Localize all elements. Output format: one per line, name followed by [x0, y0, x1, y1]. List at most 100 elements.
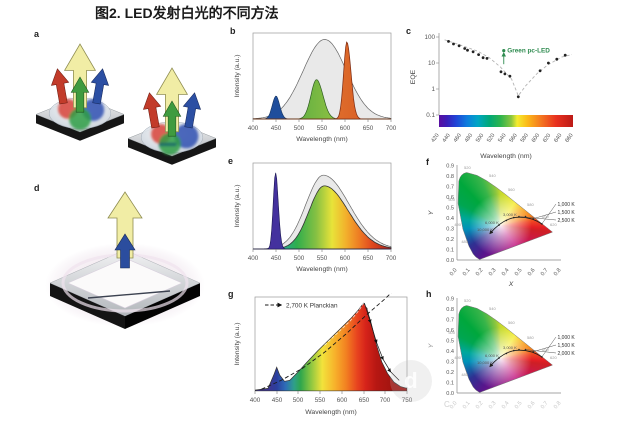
- x-tick: 500: [475, 133, 485, 144]
- x-tick: 540: [497, 133, 507, 144]
- y-tick: 0.0: [446, 258, 454, 264]
- annotation-text: Green pc-LED: [507, 48, 550, 55]
- x-tick-marks: [252, 119, 392, 122]
- y-tick: 0.6: [446, 195, 454, 201]
- y-tick: 0.1: [446, 381, 454, 387]
- y-axis-label: Intensity (a.u.): [234, 322, 241, 365]
- callout-label: 2,000 K: [558, 351, 576, 357]
- x-tick: 450: [271, 255, 282, 262]
- x-tick: 660: [564, 133, 574, 144]
- panel-b-label: b: [230, 26, 236, 36]
- locus-label: 6,000 K: [485, 220, 499, 225]
- y-tick: 0.3: [446, 227, 454, 233]
- y-tick: 10: [428, 60, 436, 67]
- figure-title: 图2. LED发射白光的不同方法: [95, 5, 279, 21]
- spectrum-plot-e: 400 450 500 550 600 650 700 Wavelength (…: [234, 162, 397, 273]
- x-tick: 0.8: [553, 267, 563, 277]
- y-tick: 0.4: [446, 349, 454, 355]
- locus-label: 10,000 K: [477, 227, 493, 232]
- x-tick: 0.2: [475, 400, 485, 410]
- eqe-plot: 100 10 1 0.1 Green pc-LED 420 440 460 48…: [410, 33, 575, 160]
- x-tick: 0.6: [527, 400, 537, 410]
- spectral-label: 490: [454, 222, 461, 227]
- panel-e-label: e: [228, 156, 234, 166]
- y-tick: 0.1: [426, 112, 435, 119]
- locus-label: 3,000 K: [503, 212, 517, 217]
- spectral-label: 620: [550, 222, 557, 227]
- y-tick: 0.2: [446, 370, 454, 376]
- spectral-label: 560: [508, 187, 515, 192]
- y-tick: 0.6: [446, 328, 454, 334]
- chip-base: [128, 138, 216, 165]
- x-tick: 0.6: [527, 267, 537, 277]
- x-tick: 0.5: [514, 400, 524, 410]
- spectral-label: 580: [527, 335, 534, 340]
- x-tick: 600: [531, 133, 541, 144]
- spectral-locus-outline: [457, 172, 553, 260]
- x-tick: 450: [272, 397, 283, 404]
- panel-f-cie: 1,000 K 1,500 K 2,500 K 3,000 K 6,000 K …: [419, 156, 587, 292]
- cie-overlay-h: 1,000 K 1,500 K 2,000 K 3,000 K 6,000 K …: [428, 297, 576, 411]
- spectral-label: 540: [489, 306, 496, 311]
- panel-d-label: d: [34, 183, 40, 193]
- wavelength-colorbar: [439, 115, 573, 127]
- x-axis-label: X: [508, 281, 514, 288]
- y-tick: 100: [424, 34, 435, 41]
- callout-lines: [518, 203, 557, 225]
- panel-g-label: g: [228, 289, 234, 299]
- x-tick: 0.3: [488, 267, 498, 277]
- spectral-label: 480: [461, 372, 468, 377]
- x-axis-label: Wavelength (nm): [480, 153, 532, 160]
- panel-c-label: c: [406, 26, 412, 36]
- spectral-label: 500: [448, 197, 455, 202]
- y-tick: 0.9: [446, 164, 454, 170]
- x-tick: 650: [363, 125, 374, 132]
- rgb-chip-1: [35, 43, 125, 141]
- x-tick: 0.5: [514, 267, 524, 277]
- phosphor-plate: [67, 257, 183, 309]
- y-tick: 0.2: [446, 237, 454, 243]
- green-data-point: [502, 48, 506, 53]
- spectral-label: 580: [527, 202, 534, 207]
- x-tick: 500: [294, 125, 305, 132]
- x-tick: 420: [430, 133, 440, 144]
- watermark-stray-mark: C: [444, 400, 450, 409]
- callout-label: 1,500 K: [558, 343, 576, 349]
- panel-h-label: h: [426, 289, 432, 299]
- y-tick: 0.0: [446, 391, 454, 397]
- blue-peak: [253, 172, 391, 250]
- panel-h-cie: 1,000 K 1,500 K 2,000 K 3,000 K 6,000 K …: [419, 289, 587, 439]
- x-tick-marks: [254, 391, 408, 394]
- x-tick: 480: [464, 133, 474, 144]
- x-axis-label: Wavelength (nm): [296, 136, 348, 143]
- x-tick: 600: [340, 255, 351, 262]
- y-tick: 0.8: [446, 307, 454, 313]
- x-tick: 700: [386, 255, 397, 262]
- y-tick: 0.4: [446, 216, 454, 222]
- x-tick: 450: [271, 125, 282, 132]
- x-tick: 650: [363, 255, 374, 262]
- x-tick: 500: [294, 255, 305, 262]
- y-tick: 0.5: [446, 206, 454, 212]
- green-pcled-annotation: Green pc-LED: [501, 48, 550, 65]
- locus-label: 6,000 K: [485, 353, 499, 358]
- x-tick: 0.0: [449, 267, 459, 277]
- chip-stripe: [158, 142, 177, 147]
- y-axis-label: Y: [428, 210, 435, 215]
- y-tick: 0.8: [446, 174, 454, 180]
- x-tick: 550: [317, 125, 328, 132]
- y-axis-label: Intensity (a.u.): [234, 184, 241, 227]
- x-tick: 700: [380, 397, 391, 404]
- chip-edge-line: [87, 290, 171, 299]
- y-axis-label: Y: [428, 343, 435, 348]
- x-tick: 550: [317, 255, 328, 262]
- cie-overlay-f: 1,000 K 1,500 K 2,500 K 3,000 K 6,000 K …: [428, 164, 575, 289]
- x-tick: 400: [250, 397, 261, 404]
- spectral-label: 490: [454, 355, 461, 360]
- x-tick: 550: [315, 397, 326, 404]
- y-tick: 0.7: [446, 318, 454, 324]
- x-axis-label: Wavelength (nm): [296, 266, 348, 273]
- legend-label: 2,700 K Planckian: [286, 303, 338, 310]
- spectral-label: 480: [461, 239, 468, 244]
